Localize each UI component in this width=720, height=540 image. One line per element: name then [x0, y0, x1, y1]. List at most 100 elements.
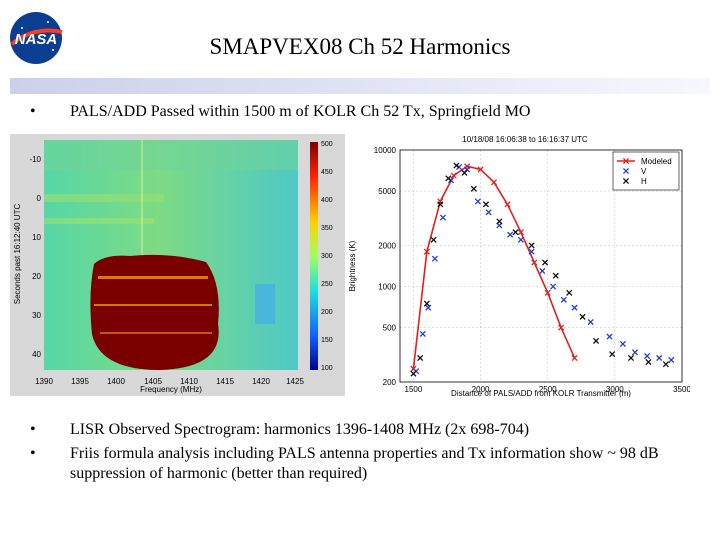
data-point-h: [430, 236, 437, 243]
data-point-v: [656, 354, 663, 362]
data-point-modeled: [490, 179, 498, 186]
logo-text: NASA: [15, 31, 58, 48]
data-point-modeled: [450, 172, 457, 179]
brightness-chart: 1500 2000 2500 3000 3500 200 500 1000 2000 5000 10…: [345, 130, 690, 400]
data-point-v: [571, 304, 578, 311]
data-point-v: [619, 340, 626, 347]
colorbar-tick: 150: [321, 337, 333, 344]
data-point-v: [668, 356, 675, 364]
data-point-v: [550, 283, 557, 290]
spectrogram-ytick: 20: [32, 272, 41, 281]
data-point-v: [485, 209, 492, 216]
y-tick-label: 200: [383, 378, 397, 387]
spectrogram-ytick: 40: [32, 350, 41, 359]
spectrogram-xlabel: Frequency (MHz): [140, 385, 202, 394]
slide-title: SMAPVEX08 Ch 52 Harmonics: [209, 34, 511, 59]
data-point-h: [541, 259, 549, 266]
data-point-h: [579, 313, 586, 320]
data-point-h: [482, 201, 490, 208]
data-point-h: [512, 229, 519, 236]
data-point-modeled: [558, 324, 565, 331]
data-point-modeled: [571, 354, 578, 362]
colorbar-tick: 200: [321, 309, 333, 316]
colorbar-tick: 100: [321, 365, 333, 372]
data-point-v: [631, 349, 639, 356]
x-tick-label: 3500: [673, 385, 690, 394]
plot-frame: [399, 149, 683, 383]
colorbar-tick: 500: [321, 141, 333, 148]
data-point-h: [445, 175, 452, 182]
spectrogram-xtick: 1425: [286, 377, 304, 386]
x-tick-label: 2500: [539, 385, 557, 394]
data-point-v: [474, 198, 481, 205]
spectrogram-xtick: 1420: [252, 377, 270, 386]
bullet-dot: •: [30, 103, 36, 120]
data-point-modeled: [517, 229, 524, 236]
bullet-text: Friis formula analysis including PALS an…: [70, 445, 659, 482]
spectrogram-xtick: 1410: [180, 377, 198, 386]
data-point-h: [470, 185, 477, 192]
data-point-h: [496, 218, 503, 225]
data-point-v: [606, 333, 613, 340]
data-point-h: [592, 337, 600, 344]
nasa-logo: NASA: [10, 12, 63, 64]
legend-label-h: H: [641, 177, 647, 186]
spectrogram-ylabel: Seconds past 16:12:40 UTC: [13, 204, 22, 305]
data-point-h: [410, 370, 417, 377]
legend-marker-h: [622, 177, 630, 185]
data-point-h: [552, 272, 559, 279]
data-point-v: [644, 352, 651, 360]
colorbar-tick: 400: [321, 197, 333, 204]
chart-series: [410, 162, 675, 377]
data-point-h: [566, 289, 573, 296]
x-tick-label: 1500: [405, 385, 423, 394]
spectrogram-xtick: 1415: [216, 377, 234, 386]
data-point-h: [453, 162, 460, 169]
data-point-h: [645, 358, 652, 366]
data-point-modeled: [477, 166, 484, 173]
harmonic-blob: [90, 254, 219, 370]
data-point-v: [431, 255, 438, 262]
chart-xlabel: Distance of PALS/ADD from KOLR Transmitt…: [451, 389, 631, 398]
colorbar-tick: 450: [321, 169, 333, 176]
colorbar-tick: 300: [321, 253, 333, 260]
bullet-text: LISR Observed Spectrogram: harmonics 139…: [70, 421, 530, 438]
spectrogram-ytick: 0: [37, 194, 42, 203]
data-point-h: [437, 201, 444, 208]
data-point-h: [461, 169, 468, 176]
legend-label-modeled: Modeled: [641, 157, 672, 166]
y-tick-label: 5000: [378, 187, 396, 196]
data-point-h: [662, 361, 669, 368]
data-point-v: [425, 304, 432, 311]
legend-label-v: V: [641, 167, 647, 176]
data-point-v: [528, 248, 535, 255]
y-tick-label: 1000: [378, 283, 396, 292]
data-point-v: [560, 296, 567, 303]
spectrogram-xtick: 1405: [144, 377, 162, 386]
data-point-h: [609, 351, 616, 358]
spectrogram-xtick: 1390: [35, 377, 53, 386]
legend-marker-modeled: [622, 157, 630, 165]
data-point-v: [419, 330, 426, 337]
y-tick-label: 2000: [378, 241, 396, 250]
x-tick-label: 3000: [606, 385, 624, 394]
chart-ylabel: Brightness (K): [348, 240, 357, 291]
bullet-dot: •: [30, 421, 36, 438]
data-point-h: [423, 300, 430, 307]
title-bar: [10, 78, 710, 94]
data-point-modeled: [544, 289, 551, 296]
data-point-h: [627, 354, 635, 362]
spectrogram-ytick: 30: [32, 311, 41, 320]
spectrogram-ytick: -10: [29, 155, 41, 164]
data-point-modeled: [504, 201, 511, 208]
data-point-v: [539, 267, 546, 275]
data-point-v: [517, 236, 524, 243]
data-point-v: [439, 214, 447, 221]
colorbar-tick: 250: [321, 281, 333, 288]
spectrogram-image: Seconds past 16:12:40 UTC Frequency (MHz…: [10, 134, 355, 396]
bullet-text: PALS/ADD Passed within 1500 m of KOLR Ch…: [70, 103, 531, 120]
spectrogram-ytick: 10: [32, 233, 41, 242]
data-point-v: [587, 318, 594, 326]
data-point-modeled: [423, 248, 430, 255]
